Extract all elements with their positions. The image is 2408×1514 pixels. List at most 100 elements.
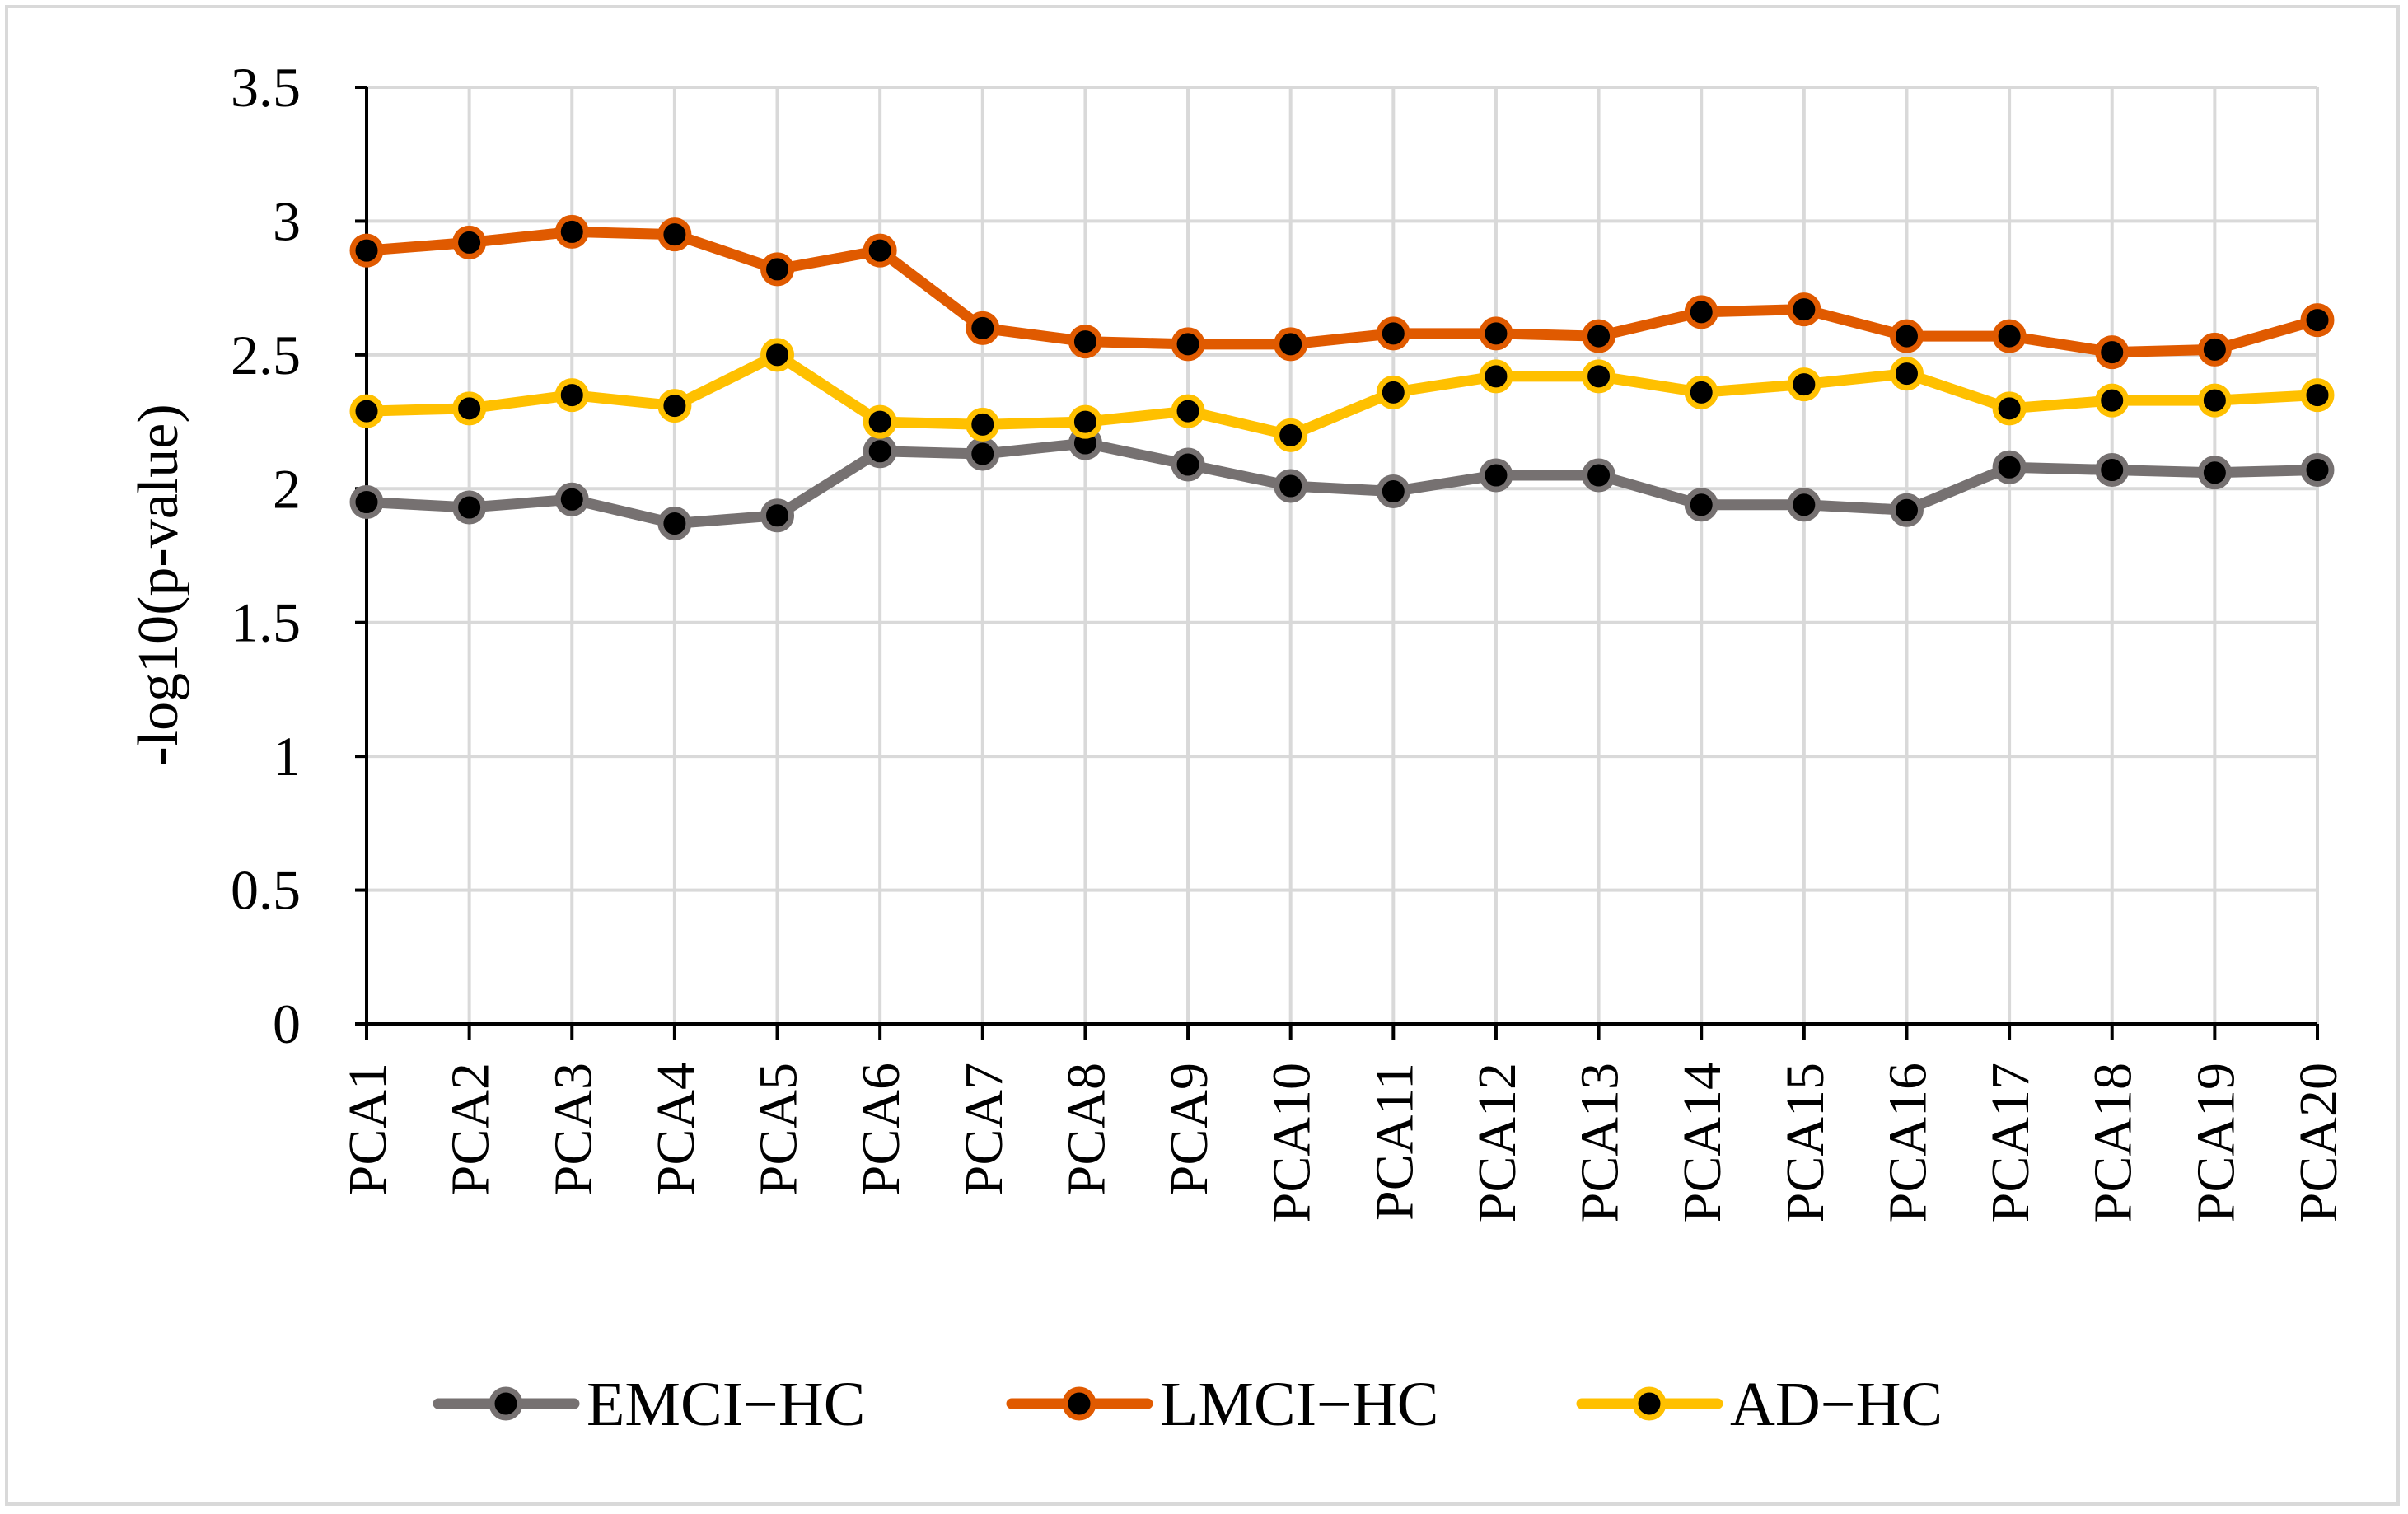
- data-point: [1787, 488, 1821, 522]
- legend-label: LMCI−HC: [1160, 1370, 1438, 1439]
- data-point: [554, 378, 589, 413]
- y-tick-label: 1: [273, 725, 301, 787]
- data-point: [657, 217, 692, 252]
- y-tick-label: 2.5: [231, 324, 301, 386]
- x-tick-label: PCA4: [646, 1063, 706, 1195]
- data-point: [1068, 325, 1102, 359]
- data-point: [966, 437, 1000, 471]
- legend-swatch-marker: [1062, 1386, 1096, 1421]
- y-tick-labels: 0 0.5 1 1.5 2 2.5 3 3.5: [231, 56, 301, 1055]
- y-tick-label: 1.5: [231, 591, 301, 654]
- data-point: [2300, 378, 2335, 413]
- data-point: [1889, 319, 1924, 353]
- data-point: [1171, 394, 1205, 428]
- data-point: [1684, 488, 1718, 522]
- legend-swatch-marker: [1632, 1386, 1667, 1421]
- data-point: [2300, 453, 2335, 488]
- x-tick-label: PCA16: [1877, 1063, 1938, 1222]
- data-point: [1787, 292, 1821, 327]
- data-point: [452, 490, 487, 525]
- data-point: [1376, 375, 1410, 409]
- data-point: [349, 485, 384, 520]
- data-point: [1582, 458, 1616, 493]
- data-point: [2197, 456, 2232, 490]
- legend-label: AD−HC: [1730, 1370, 1943, 1439]
- legend-item-0: EMCI−HC: [433, 1370, 865, 1439]
- data-point: [2300, 303, 2335, 338]
- data-point: [1479, 316, 1513, 351]
- x-tick-label: PCA11: [1364, 1063, 1424, 1221]
- x-tick-label: PCA1: [338, 1063, 398, 1195]
- data-point: [1684, 375, 1718, 409]
- data-point: [966, 407, 1000, 442]
- data-point: [349, 394, 384, 428]
- x-tick-label: PCA7: [954, 1063, 1014, 1195]
- y-tick-label: 3: [273, 189, 301, 252]
- x-tick-label: PCA6: [851, 1063, 911, 1195]
- data-point: [1582, 359, 1616, 394]
- x-tick-label: PCA20: [2289, 1063, 2349, 1222]
- data-point: [863, 434, 897, 469]
- y-tick-label: 0.5: [231, 859, 301, 922]
- x-tick-label: PCA19: [2186, 1063, 2246, 1222]
- legend-swatch-marker: [489, 1386, 523, 1421]
- data-point: [1376, 316, 1410, 351]
- y-tick-label: 0: [273, 993, 301, 1055]
- data-point: [1274, 469, 1308, 503]
- data-point: [1889, 357, 1924, 391]
- data-point: [1171, 327, 1205, 362]
- data-point: [1992, 391, 2027, 426]
- data-point: [554, 482, 589, 516]
- x-tick-label: PCA10: [1262, 1063, 1322, 1222]
- x-tick-label: PCA12: [1467, 1063, 1527, 1222]
- x-tick-label: PCA15: [1775, 1063, 1835, 1222]
- y-axis-label: -log10(p-value): [127, 404, 190, 765]
- data-point: [2197, 332, 2232, 367]
- data-point: [1171, 447, 1205, 482]
- data-point: [863, 404, 897, 439]
- data-point: [1684, 295, 1718, 329]
- x-tick-label: PCA5: [749, 1063, 809, 1195]
- x-tick-labels: PCA1 PCA2 PCA3 PCA4 PCA5 PCA6 PCA7 PCA8 PCA9 PCA1…: [338, 1063, 2349, 1222]
- x-tick-label: PCA18: [2083, 1063, 2144, 1222]
- data-point: [1992, 450, 2027, 484]
- x-tick-label: PCA2: [441, 1063, 501, 1195]
- data-point: [1889, 493, 1924, 527]
- legend: EMCI−HC LMCI−HC AD−HC: [433, 1370, 1943, 1439]
- data-point: [760, 498, 795, 533]
- data-point: [452, 391, 487, 426]
- data-point: [2095, 335, 2130, 370]
- x-tick-label: PCA17: [1980, 1063, 2041, 1222]
- data-point: [1787, 367, 1821, 402]
- data-point: [349, 233, 384, 268]
- series-2: [349, 338, 2335, 452]
- y-tick-label: 3.5: [231, 56, 301, 119]
- data-point: [760, 338, 795, 372]
- data-point: [2095, 453, 2130, 488]
- data-point: [1274, 327, 1308, 362]
- data-point: [1479, 458, 1513, 493]
- data-point: [1068, 404, 1102, 439]
- series-line: [361, 437, 2323, 530]
- data-point: [2197, 383, 2232, 418]
- legend-item-1: LMCI−HC: [1006, 1370, 1438, 1439]
- data-point: [657, 507, 692, 541]
- series-1: [349, 214, 2335, 370]
- x-tick-label: PCA8: [1056, 1063, 1116, 1195]
- data-series: [349, 214, 2335, 541]
- data-point: [760, 252, 795, 287]
- y-tick-label: 2: [273, 457, 301, 520]
- x-tick-label: PCA13: [1570, 1063, 1630, 1222]
- data-point: [554, 214, 589, 249]
- legend-label: EMCI−HC: [587, 1370, 865, 1439]
- data-point: [966, 311, 1000, 345]
- data-point: [657, 389, 692, 423]
- data-point: [1479, 359, 1513, 394]
- series-line: [361, 226, 2323, 358]
- data-point: [1376, 474, 1410, 509]
- data-point: [1582, 319, 1616, 353]
- x-tick-label: PCA14: [1672, 1063, 1732, 1222]
- data-point: [863, 233, 897, 268]
- data-point: [1992, 319, 2027, 353]
